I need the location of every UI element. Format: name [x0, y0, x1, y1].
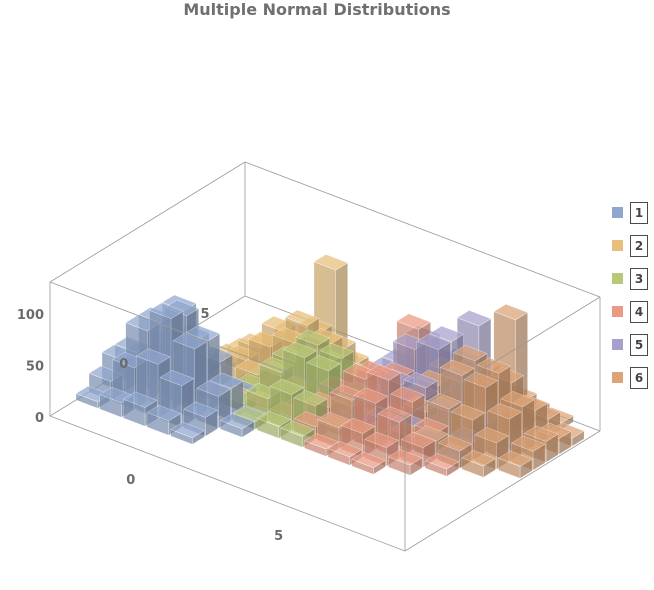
legend-swatch	[612, 207, 623, 218]
histogram-bar-series-1	[170, 421, 205, 445]
bars-layer	[75, 254, 585, 479]
histogram-bar-series-1	[219, 412, 255, 438]
legend-entry-4: 4	[612, 299, 652, 332]
x-tick-label: 5	[274, 529, 283, 544]
legend-label: 6	[630, 367, 648, 389]
box-edge	[49, 161, 246, 283]
legend-entry-6: 6	[612, 365, 652, 398]
legend-entry-1: 1	[612, 200, 652, 233]
legend-swatch	[612, 273, 623, 284]
legend-label: 5	[630, 334, 648, 356]
z-tick-label: 50	[26, 359, 44, 374]
legend: 1 2 3 4 5 6	[612, 200, 652, 398]
legend-swatch	[612, 306, 623, 317]
histogram-bar-series-6	[497, 450, 533, 479]
legend-label: 4	[630, 301, 648, 323]
legend-entry-5: 5	[612, 332, 652, 365]
legend-swatch	[612, 240, 623, 251]
histogram-bar-series-4	[424, 453, 460, 477]
y-tick-label: 0	[119, 357, 128, 372]
histogram-bar-series-4	[351, 451, 386, 475]
legend-entry-3: 3	[612, 266, 652, 299]
z-tick-label: 0	[35, 411, 44, 426]
x-tick-label: 0	[126, 473, 135, 488]
z-tick-label: 100	[17, 308, 44, 323]
legend-label: 3	[630, 268, 648, 290]
legend-swatch	[612, 339, 623, 350]
legend-swatch	[612, 372, 623, 383]
box-edge	[49, 281, 406, 418]
legend-label: 2	[630, 235, 648, 257]
box-edge	[404, 430, 601, 552]
legend-entry-2: 2	[612, 233, 652, 266]
bounding-box-front	[49, 281, 601, 552]
box-edge	[49, 415, 406, 552]
histogram-bar-series-6	[461, 450, 496, 478]
box-edge	[244, 161, 601, 298]
box-edge	[404, 296, 601, 418]
chart-title: Multiple Normal Distributions	[183, 0, 451, 19]
legend-label: 1	[630, 202, 648, 224]
y-tick-label: 5	[200, 307, 209, 322]
